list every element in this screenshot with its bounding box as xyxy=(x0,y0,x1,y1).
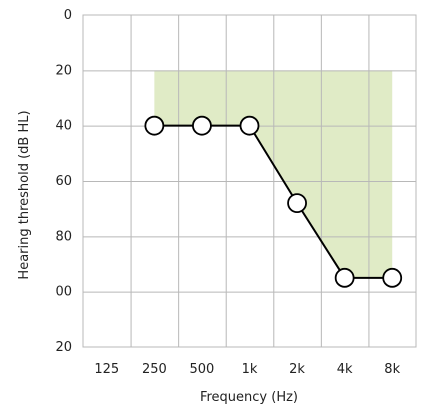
x-tick-label: 2k xyxy=(289,362,305,377)
y-tick-label: 20 xyxy=(55,340,72,355)
x-tick-label: 1k xyxy=(242,362,258,377)
data-point-marker xyxy=(287,193,307,214)
x-tick-label: 500 xyxy=(190,362,215,377)
data-point-marker xyxy=(144,115,165,136)
x-tick-label: 125 xyxy=(94,362,119,377)
data-point-marker xyxy=(239,115,260,136)
y-tick-label: 20 xyxy=(55,63,72,78)
x-tick-label: 250 xyxy=(142,362,167,377)
tick-label-layer: 125 250 500 1k 2k 4k 8k 0 20 40 60 80 00 20 xyxy=(55,8,400,377)
y-axis-title: Hearing threshold (dB HL) xyxy=(17,110,32,279)
series-points-layer xyxy=(144,115,403,288)
x-tick-label: 8k xyxy=(384,362,400,377)
x-tick-label: 4k xyxy=(337,362,353,377)
grid-layer xyxy=(82,14,417,348)
x-axis-title: Frequency (Hz) xyxy=(200,390,298,405)
y-tick-label: 0 xyxy=(64,8,72,23)
y-tick-label: 60 xyxy=(55,174,72,189)
y-tick-label: 40 xyxy=(55,119,72,134)
data-point-marker xyxy=(334,267,355,288)
shaded-region-layer xyxy=(154,70,393,278)
shaded-target-region xyxy=(154,70,393,278)
y-tick-label: 00 xyxy=(55,285,72,300)
data-point-marker xyxy=(192,115,212,136)
y-tick-label: 80 xyxy=(55,229,72,244)
data-point-marker xyxy=(382,267,403,288)
